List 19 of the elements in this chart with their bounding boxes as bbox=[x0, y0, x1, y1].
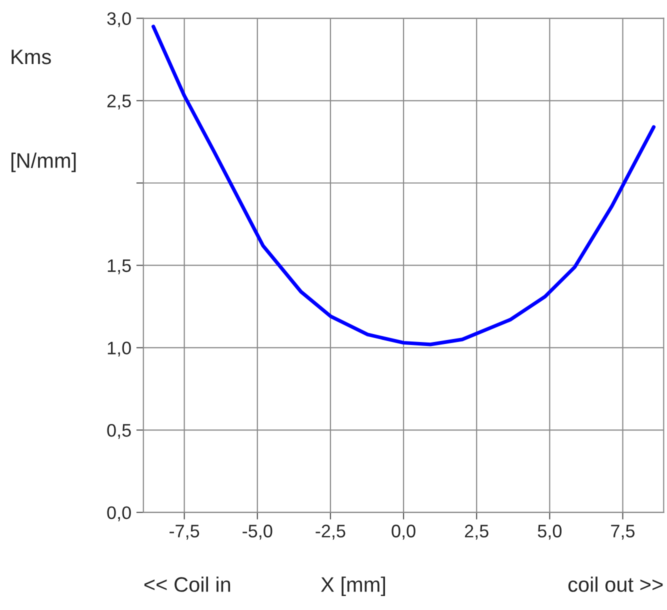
y-tick-label: 1,5 bbox=[108, 259, 131, 274]
text: [N/mm] bbox=[11, 152, 76, 172]
x-tick-label: 5,0 bbox=[538, 524, 562, 540]
x-tick-label: -2,5 bbox=[316, 524, 346, 540]
line-series bbox=[152, 24, 656, 346]
y-tick-label: 0,0 bbox=[107, 506, 131, 522]
x-tick-label: 2,5 bbox=[464, 524, 488, 540]
y-tick-label: 3,0 bbox=[107, 12, 131, 28]
y-tick-label: 2,5 bbox=[107, 94, 131, 110]
y-tick-label: 0,5 bbox=[107, 424, 131, 439]
y-axis-title: Kms bbox=[12, 50, 51, 64]
x-tick-label: -7,5 bbox=[170, 524, 200, 540]
y-tick-label: 1,0 bbox=[108, 342, 131, 357]
x-tick-label: 7,5 bbox=[611, 524, 635, 540]
x-axis-title: X [mm] bbox=[320, 576, 386, 596]
text: coil out >> bbox=[568, 576, 663, 592]
text: << Coil in bbox=[144, 576, 230, 592]
x-tick-label: 0,0 bbox=[392, 524, 416, 540]
x-tick-label: -5,0 bbox=[242, 524, 272, 540]
